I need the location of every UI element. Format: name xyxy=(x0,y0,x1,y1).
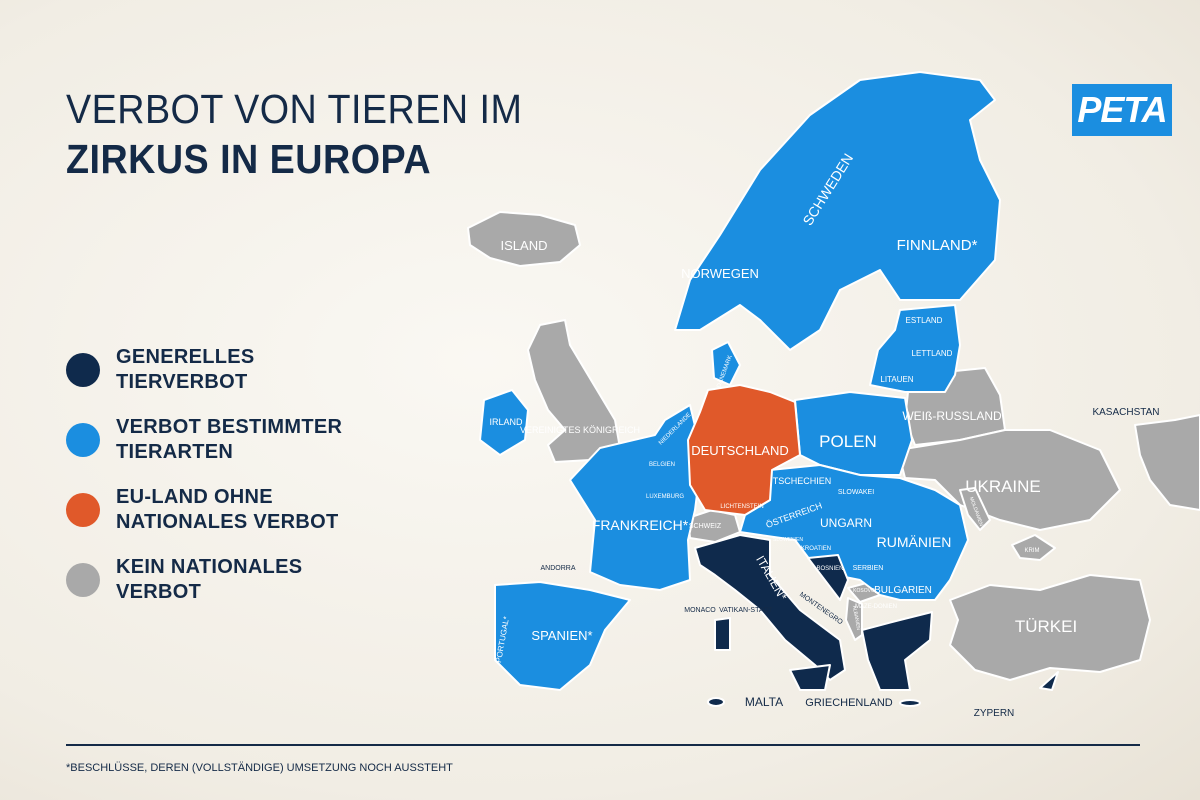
label-bulgarien: BULGARIEN xyxy=(874,585,932,596)
country-sizilien[interactable] xyxy=(789,664,831,691)
label-slowenien: SLOWENIEN xyxy=(773,537,803,543)
label-ukraine: UKRAINE xyxy=(965,477,1041,496)
label-ungarn: UNGARN xyxy=(820,516,872,530)
country-griechenland[interactable] xyxy=(861,611,933,691)
country-spanien[interactable] xyxy=(494,581,631,691)
label-bosnien: BOSNIEN xyxy=(816,566,843,572)
label-deutschland: DEUTSCHLAND xyxy=(691,443,789,458)
country-malta[interactable] xyxy=(707,697,725,707)
label-irland: IRLAND xyxy=(489,417,523,427)
label-lichtenstein: LICHTENSTEIN xyxy=(720,504,763,510)
legend-label: EU-LAND OHNE NATIONALES VERBOT xyxy=(116,486,339,533)
label-island: ISLAND xyxy=(501,238,548,253)
country-scandinavia[interactable] xyxy=(674,71,1001,351)
label-norwegen: NORWEGEN xyxy=(681,266,759,281)
country-sardinien[interactable] xyxy=(714,617,731,651)
country-kasachstan[interactable] xyxy=(1134,414,1200,511)
label-luxemburg: LUXEMBURG xyxy=(646,494,684,500)
label-serbien: SERBIEN xyxy=(853,565,884,572)
label-zypern: ZYPERN xyxy=(974,708,1015,719)
label-kroatien: KROATIEN xyxy=(801,546,831,552)
legend-item-no-ban: KEIN NATIONALES VERBOT xyxy=(66,555,346,605)
label-polen: POLEN xyxy=(819,432,877,451)
country-uk[interactable] xyxy=(527,319,621,463)
label-spanien: SPANIEN* xyxy=(531,628,592,643)
legend-item-eu-no-ban: EU-LAND OHNE NATIONALES VERBOT xyxy=(66,485,346,535)
country-daenemark[interactable] xyxy=(711,341,741,386)
label-estland: ESTLAND xyxy=(906,316,943,325)
legend-swatch xyxy=(66,423,100,457)
peta-logo: PETA xyxy=(1072,84,1172,136)
label-belgien: BELGIEN xyxy=(649,462,675,468)
country-tuerkei[interactable] xyxy=(949,574,1151,681)
label-frankreich: FRANKREICH* xyxy=(592,517,689,533)
legend-label: VERBOT BESTIMMTER TIERARTEN xyxy=(116,416,343,463)
title-line-1: VERBOT VON TIEREN IM xyxy=(66,86,523,132)
label-krim: KRIM xyxy=(1025,548,1040,554)
country-bosnien[interactable] xyxy=(807,554,849,601)
page-title: VERBOT VON TIEREN IM ZIRKUS IN EUROPA xyxy=(66,84,522,184)
country-krim[interactable] xyxy=(1011,534,1056,561)
country-italien[interactable] xyxy=(694,534,846,681)
legend-swatch xyxy=(66,563,100,597)
island-kreta xyxy=(899,699,921,707)
label-slowakei: SLOWAKEI xyxy=(838,489,874,496)
label-andorra: ANDORRA xyxy=(540,565,575,572)
footnote: *BESCHLÜSSE, DEREN (VOLLSTÄNDIGE) UMSETZ… xyxy=(66,762,453,774)
title-line-2: ZIRKUS IN EUROPA xyxy=(66,136,432,182)
legend-swatch xyxy=(66,353,100,387)
country-polen[interactable] xyxy=(794,391,913,476)
country-frankreich[interactable] xyxy=(569,404,703,591)
legend-swatch xyxy=(66,493,100,527)
label-rumaenien: RUMÄNIEN xyxy=(877,534,952,550)
country-deutschland[interactable] xyxy=(687,384,801,516)
legend-item-partial-ban: VERBOT BESTIMMTER TIERARTEN xyxy=(66,415,346,465)
legend: GENERELLES TIERVERBOT VERBOT BESTIMMTER … xyxy=(66,345,346,625)
divider xyxy=(66,744,1140,746)
country-central[interactable] xyxy=(739,464,969,601)
label-albanien: ALBANIEN xyxy=(851,605,861,631)
label-tschechien: TSCHECHIEN xyxy=(773,476,832,486)
country-albanien[interactable] xyxy=(845,597,863,641)
label-schweiz: SCHWEIZ xyxy=(689,523,722,530)
country-zypern[interactable] xyxy=(1039,671,1059,691)
label-vatikanstadt: VATIKAN-STADT xyxy=(719,607,773,614)
legend-item-general-ban: GENERELLES TIERVERBOT xyxy=(66,345,346,395)
country-ukraine[interactable] xyxy=(897,429,1121,531)
label-lettland: LETTLAND xyxy=(912,349,953,358)
label-griechenland: GRIECHENLAND xyxy=(805,697,892,709)
label-litauen: LITAUEN xyxy=(880,375,913,384)
country-irland[interactable] xyxy=(479,389,529,456)
country-moldawien[interactable] xyxy=(959,487,991,531)
label-tuerkei: TÜRKEI xyxy=(1015,617,1077,636)
label-finnland: FINNLAND* xyxy=(897,237,978,254)
legend-label: GENERELLES TIERVERBOT xyxy=(116,346,255,393)
label-uk: VEREINIGTES KÖNIGREICH xyxy=(520,425,640,435)
label-kosovo: KOSOVO xyxy=(853,588,875,594)
label-monaco: MONACO xyxy=(684,607,716,614)
legend-label: KEIN NATIONALES VERBOT xyxy=(116,556,303,603)
label-weissrussland: WEIß-RUSSLAND xyxy=(902,409,1002,423)
label-malta: MALTA xyxy=(745,695,783,709)
label-mazedonien: MAZE-DONIEN xyxy=(855,604,897,610)
label-kasachstan: KASACHSTAN xyxy=(1092,407,1159,418)
country-baltics[interactable] xyxy=(869,304,961,393)
country-island[interactable] xyxy=(467,211,581,267)
